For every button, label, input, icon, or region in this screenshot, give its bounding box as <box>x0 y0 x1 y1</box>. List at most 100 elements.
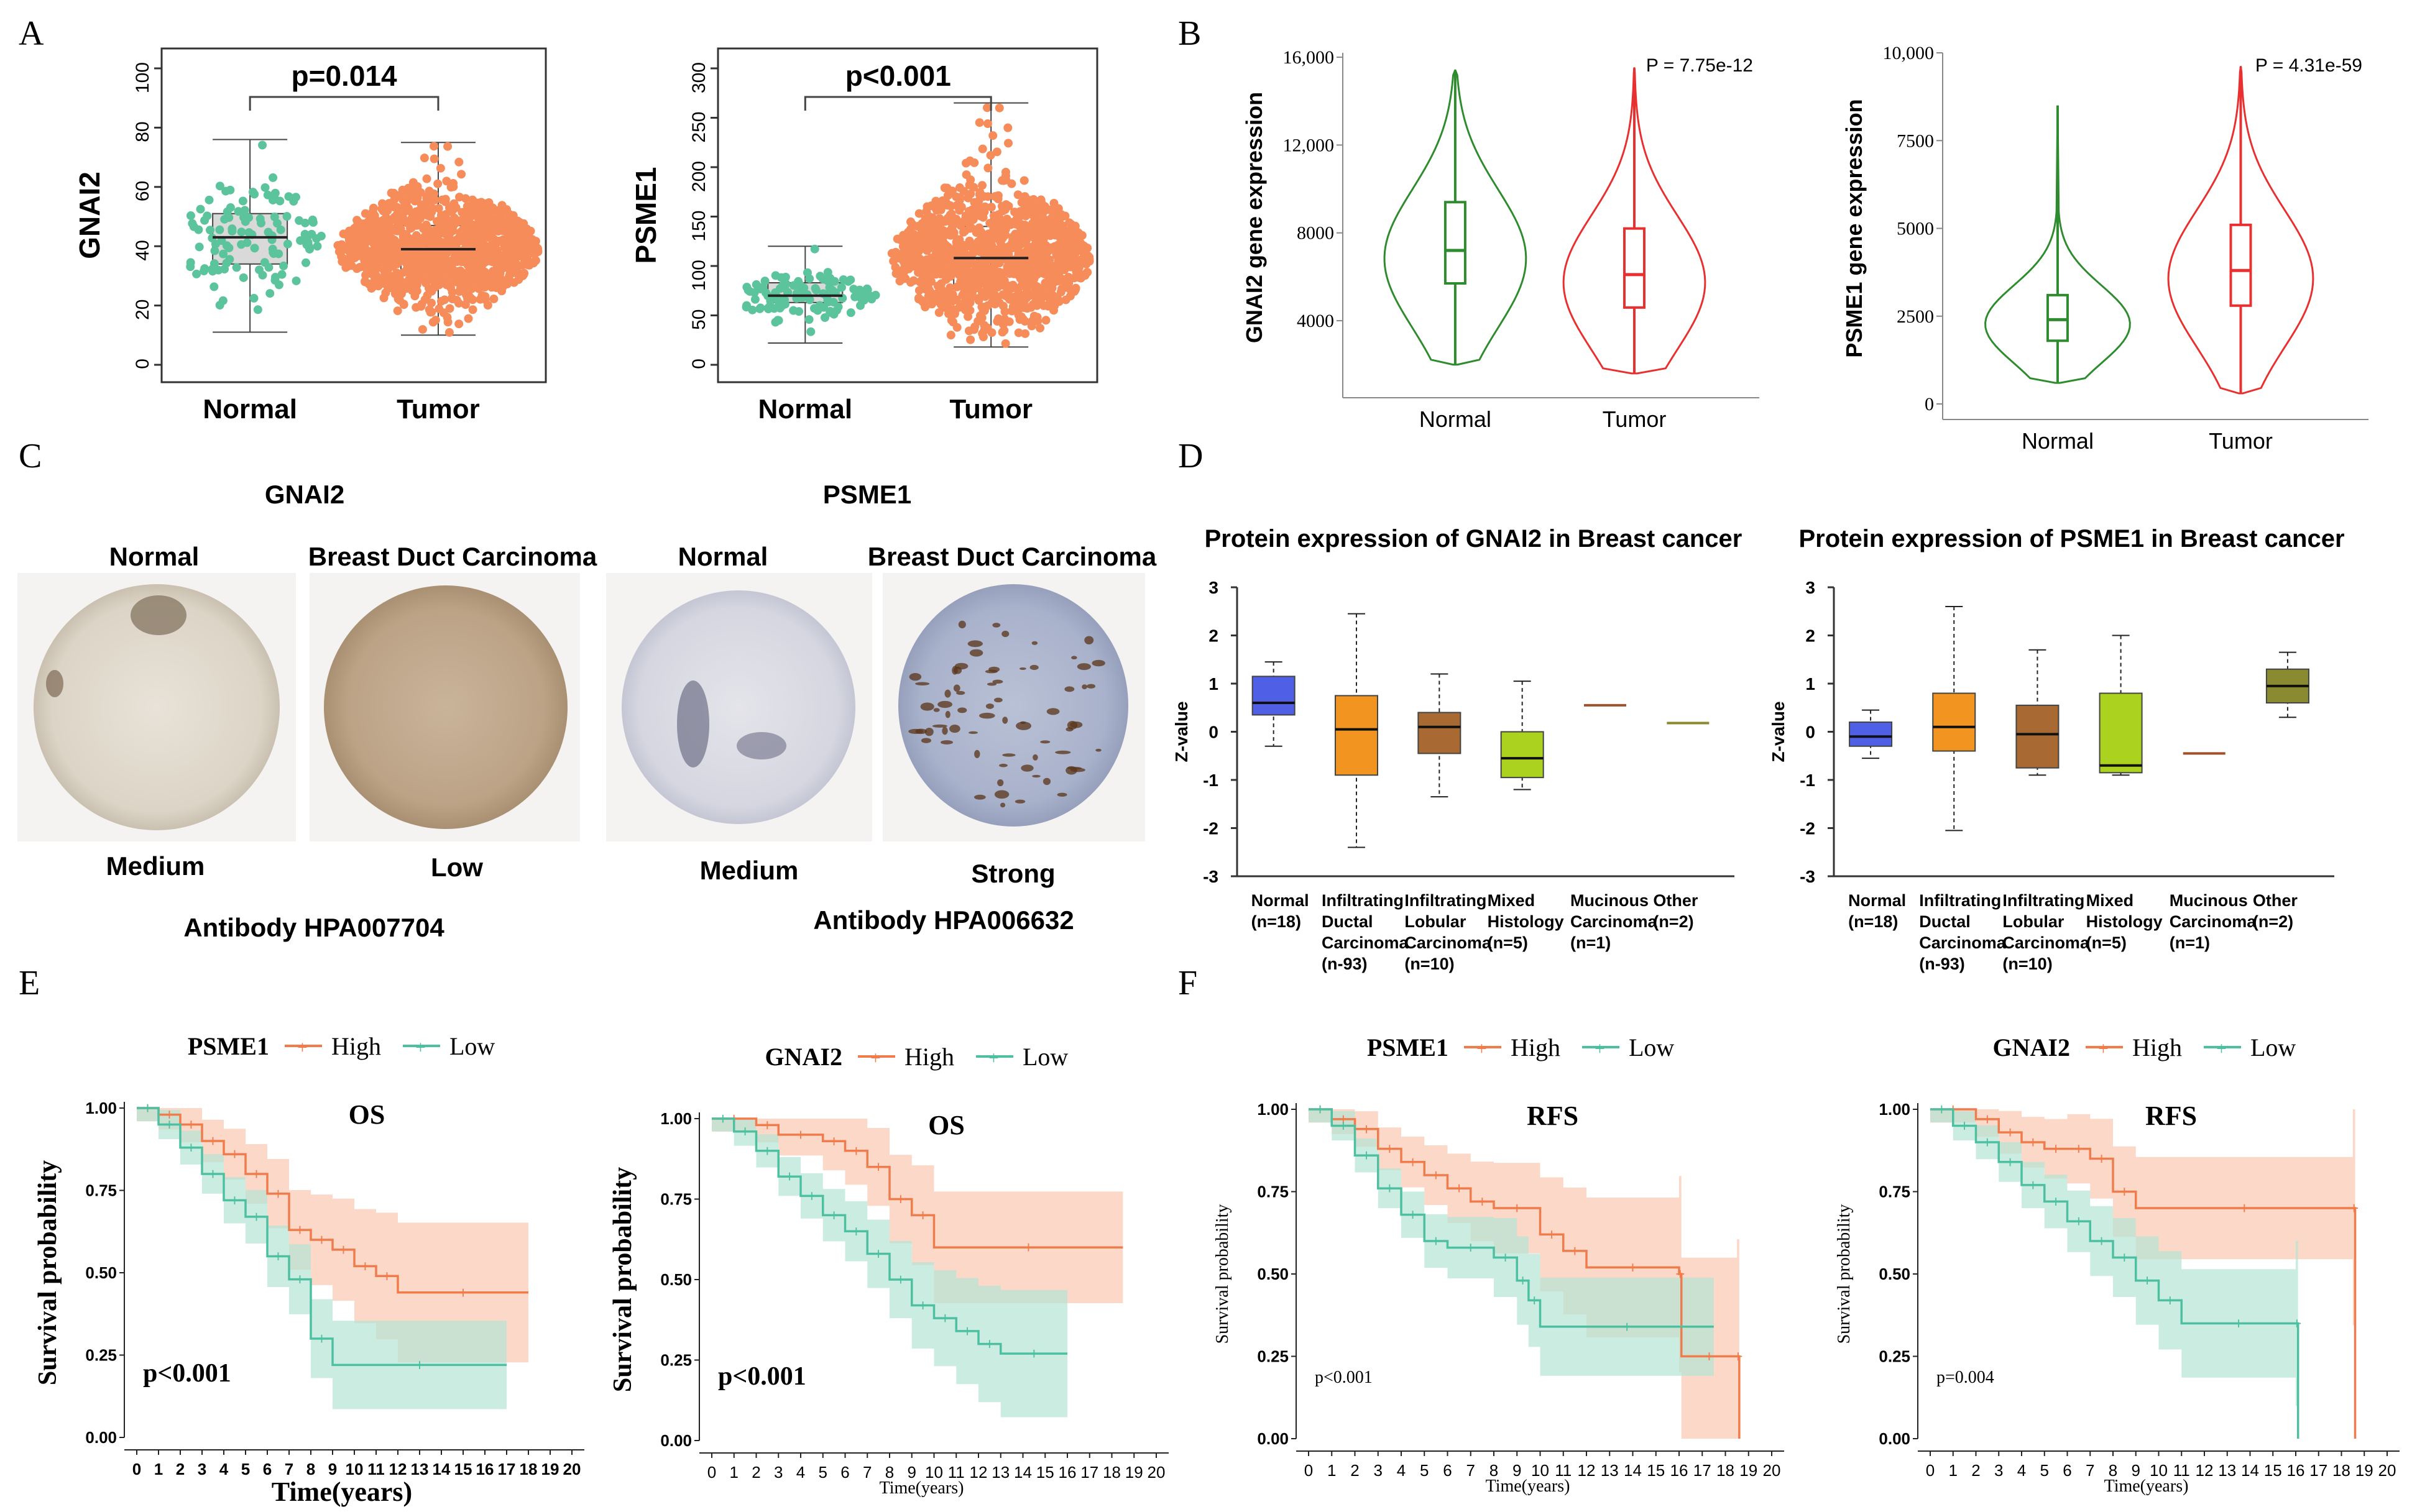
scatter-point <box>398 196 408 205</box>
km-censor-mark: + <box>1512 1199 1522 1217</box>
x-category-label: Infiltrating <box>1404 891 1486 910</box>
scatter-point <box>978 144 987 153</box>
scatter-point <box>1001 167 1010 176</box>
scatter-point <box>794 307 804 316</box>
scatter-point <box>1029 267 1039 276</box>
scatter-point <box>420 203 429 213</box>
scatter-point <box>462 226 471 236</box>
km-censor-mark: + <box>1547 1225 1557 1244</box>
x-category-label: (n=18) <box>1848 912 1898 931</box>
x-tick-label: 17 <box>498 1460 516 1478</box>
km-censor-mark: + <box>1478 1192 1487 1211</box>
x-tick-label: 15 <box>1647 1461 1665 1480</box>
km-censor-mark: + <box>252 1207 261 1226</box>
p-value-label: p<0.001 <box>718 1362 806 1391</box>
km-censor-mark: + <box>1362 1120 1371 1139</box>
ihc-stain-speck <box>942 726 948 735</box>
ihc-stain-speck <box>1033 754 1038 761</box>
scatter-point <box>942 268 952 277</box>
km-censor-mark: + <box>1385 1179 1394 1198</box>
x-tick-label: 20 <box>1763 1461 1781 1480</box>
km-censor-mark: + <box>1675 1265 1685 1283</box>
scatter-point <box>909 276 918 285</box>
scatter-point <box>484 200 494 209</box>
km-ci-band-low <box>137 1108 507 1437</box>
x-tick-label: 7 <box>863 1463 872 1482</box>
x-tick-label: 20 <box>1148 1463 1166 1482</box>
ihc-stain-speck <box>1002 753 1016 757</box>
scatter-point <box>1001 205 1010 214</box>
y-axis-label: Z-value <box>1769 701 1788 762</box>
y-tick-label: 2500 <box>1897 306 1934 327</box>
scatter-point <box>383 206 392 215</box>
x-category-label: (n=5) <box>1488 933 1528 952</box>
scatter-point <box>427 260 436 269</box>
legend-marker-high: + <box>2098 1038 2109 1059</box>
scatter-point <box>465 255 474 264</box>
scatter-point <box>826 306 835 316</box>
scatter-point <box>952 323 962 332</box>
x-tick-label: 17 <box>1080 1463 1098 1482</box>
scatter-point <box>390 213 399 222</box>
scatter-point <box>417 234 426 244</box>
scatter-point <box>474 223 483 232</box>
scatter-point <box>445 304 454 313</box>
scatter-point <box>1003 139 1013 148</box>
y-tick-label: 60 <box>132 181 153 201</box>
y-tick-label: 0 <box>132 359 153 369</box>
scatter-point <box>249 293 259 303</box>
ihc-stain-speck <box>954 662 969 670</box>
scatter-point <box>1049 199 1059 208</box>
scatter-point <box>355 262 364 272</box>
y-tick-label: 150 <box>689 211 709 242</box>
km-censor-mark: + <box>1628 1258 1637 1276</box>
x-tick-label: 3 <box>774 1463 783 1482</box>
scatter-point <box>302 258 311 267</box>
scatter-point <box>811 285 821 295</box>
panel-label-e: E <box>19 964 40 1002</box>
km-censor-mark: + <box>317 1329 326 1348</box>
y-tick-label: 250 <box>689 112 709 143</box>
scatter-point <box>189 222 198 231</box>
x-tick-label: 2 <box>752 1463 760 1482</box>
chart-title: Protein expression of GNAI2 in Breast ca… <box>1205 525 1742 552</box>
scatter-point <box>1037 198 1046 207</box>
y-tick-label: 0.00 <box>660 1431 692 1450</box>
p-value-label: P = 7.75e-12 <box>1646 55 1753 76</box>
ihc-stain-speck <box>969 649 983 657</box>
y-tick-label: 0.00 <box>1879 1429 1910 1448</box>
km-censor-mark: + <box>1385 1140 1394 1158</box>
x-category-label: (n-93) <box>1322 955 1368 973</box>
km-censor-mark: + <box>186 1116 196 1134</box>
ihc-stain-speck <box>1043 777 1051 786</box>
scatter-point <box>990 300 1000 309</box>
km-ci-band-high <box>1930 1109 2355 1439</box>
scatter-point <box>943 214 952 223</box>
scatter-point <box>418 250 427 259</box>
scatter-point <box>277 270 287 279</box>
scatter-point <box>427 250 436 260</box>
ihc-stain-speck <box>952 666 958 675</box>
ihc-gnai2-carcinoma-label: Breast Duct Carcinoma <box>308 542 597 571</box>
km-censor-mark: + <box>2120 1249 2129 1267</box>
scatter-point <box>988 131 998 140</box>
scatter-point <box>507 250 517 259</box>
ihc-gland-psme1-normal <box>677 680 709 767</box>
scatter-point <box>1038 259 1047 268</box>
x-category-label: Tumor <box>949 394 1033 424</box>
scatter-point <box>269 195 278 204</box>
ihc-stain-speck <box>1077 663 1091 671</box>
km-censor-mark: + <box>2292 1314 2301 1333</box>
km-censor-mark: + <box>1982 1133 1992 1152</box>
scatter-point <box>863 285 872 295</box>
scatter-point <box>1020 176 1029 185</box>
ihc-stain-speck <box>1020 721 1026 724</box>
y-tick-label: 50 <box>689 309 709 330</box>
scatter-point <box>186 262 195 272</box>
scatter-point <box>921 268 930 277</box>
x-category-label: Normal <box>1848 891 1906 910</box>
scatter-point <box>399 300 408 309</box>
scatter-point <box>778 281 788 290</box>
scatter-point <box>1083 244 1092 253</box>
